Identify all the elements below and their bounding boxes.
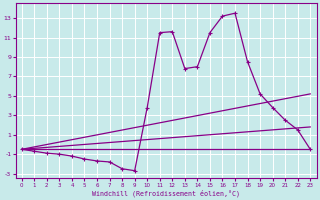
X-axis label: Windchill (Refroidissement éolien,°C): Windchill (Refroidissement éolien,°C): [92, 189, 240, 197]
